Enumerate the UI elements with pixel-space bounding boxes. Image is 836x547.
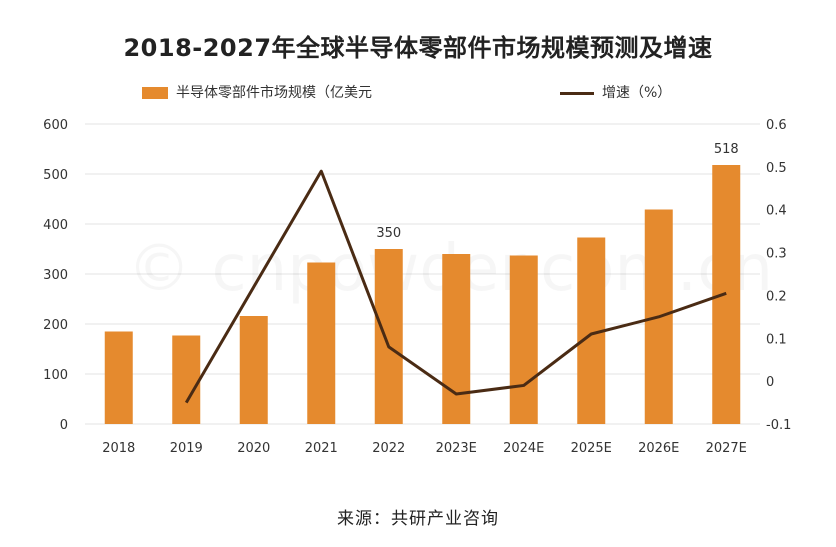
right-tick-label: -0.1 xyxy=(766,418,791,433)
right-tick-label: 0 xyxy=(766,375,774,390)
data-label: 518 xyxy=(714,142,739,157)
bar xyxy=(307,262,336,424)
x-axis-ticks: 2018 2019 2020 2021 2022 2023E 2024E 2025E 2026E… xyxy=(102,441,747,456)
right-tick-label: 0.6 xyxy=(766,118,787,133)
legend: 半导体零部件市场规模（亿美元 增速（%） xyxy=(0,80,836,104)
x-tick-label: 2020 xyxy=(237,441,270,456)
bar xyxy=(442,254,471,424)
bar xyxy=(509,255,538,424)
right-tick-label: 0.1 xyxy=(766,332,787,347)
x-tick-label: 2018 xyxy=(102,441,135,456)
left-tick-label: 500 xyxy=(43,168,68,183)
left-tick-label: 400 xyxy=(43,218,68,233)
bar xyxy=(239,316,268,424)
x-tick-label: 2025E xyxy=(571,441,612,456)
right-tick-label: 0.3 xyxy=(766,247,787,262)
left-tick-label: 100 xyxy=(43,368,68,383)
x-tick-label: 2021 xyxy=(305,441,338,456)
right-tick-label: 0.5 xyxy=(766,161,787,176)
x-tick-label: 2026E xyxy=(638,441,679,456)
growth-line xyxy=(184,169,727,404)
legend-bar-label: 半导体零部件市场规模（亿美元 xyxy=(176,85,372,101)
left-tick-label: 300 xyxy=(43,268,68,283)
legend-bar-swatch xyxy=(142,87,168,99)
right-tick-label: 0.4 xyxy=(766,204,787,219)
left-tick-label: 0 xyxy=(60,418,68,433)
bar xyxy=(374,249,403,424)
data-labels: 350 518 xyxy=(376,142,738,241)
x-tick-label: 2022 xyxy=(372,441,405,456)
legend-line-label: 增速（%） xyxy=(602,85,672,101)
left-tick-label: 200 xyxy=(43,318,68,333)
left-tick-label: 600 xyxy=(43,118,68,133)
chart-title: 2018-2027年全球半导体零部件市场规模预测及增速 xyxy=(123,34,713,62)
x-tick-label: 2027E xyxy=(706,441,747,456)
x-tick-label: 2023E xyxy=(436,441,477,456)
x-tick-label: 2019 xyxy=(170,441,203,456)
bar xyxy=(172,335,201,424)
x-tick-label: 2024E xyxy=(503,441,544,456)
data-label: 350 xyxy=(376,226,401,241)
right-axis-ticks: -0.1 0 0.1 0.2 0.3 0.4 0.5 0.6 xyxy=(766,118,791,433)
bar xyxy=(104,331,133,424)
source-note: 来源：共研产业咨询 xyxy=(337,509,499,529)
line-series xyxy=(184,169,727,404)
legend-line-swatch xyxy=(560,92,594,95)
right-tick-label: 0.2 xyxy=(766,289,787,304)
left-axis-ticks: 0 100 200 300 400 500 600 xyxy=(43,118,68,433)
